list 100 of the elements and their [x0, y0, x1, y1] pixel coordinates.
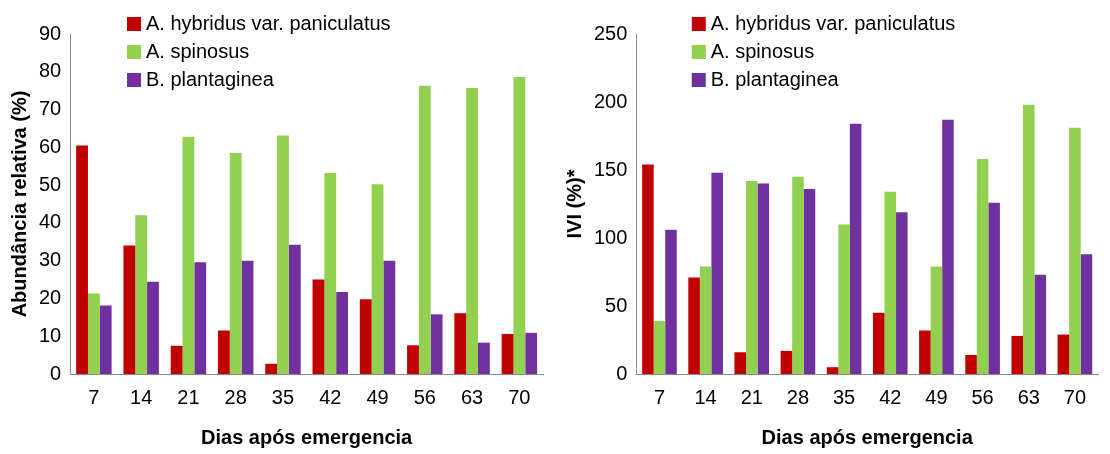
bar [135, 215, 148, 374]
bar [359, 299, 372, 374]
x-tick-label: 49 [925, 385, 948, 408]
y-tick-label: 30 [39, 248, 62, 271]
y-tick-label: 100 [593, 225, 628, 248]
x-tick-label: 63 [1017, 385, 1040, 408]
bar [76, 145, 88, 374]
bar [277, 135, 289, 374]
bar [194, 262, 207, 374]
y-tick-label: 250 [593, 21, 628, 44]
x-tick-label: 7 [88, 385, 100, 408]
bar [371, 184, 384, 374]
y-tick-label: 40 [39, 210, 62, 233]
x-tick-label: 42 [879, 385, 902, 408]
x-tick-label: 42 [319, 385, 342, 408]
x-tick-label: 21 [177, 385, 200, 408]
y-tick-label: 50 [605, 293, 628, 316]
bar [1022, 104, 1035, 374]
bar [826, 367, 839, 374]
bar [734, 352, 747, 374]
bar [653, 320, 666, 374]
bar [1080, 254, 1093, 374]
bar [746, 180, 758, 374]
bar [872, 312, 885, 374]
x-tick-label: 14 [694, 385, 717, 408]
bar [699, 266, 712, 374]
bar [99, 305, 112, 374]
y-tick-label: 90 [39, 21, 62, 44]
y-axis-title: Abundância relativa (%) [7, 90, 30, 318]
bar [288, 244, 301, 374]
x-axis-title: Dias após emergencia [761, 425, 974, 448]
bar [849, 123, 862, 374]
bar [147, 281, 159, 374]
x-tick-label: 21 [740, 385, 763, 408]
bar [665, 229, 677, 374]
bar [688, 277, 700, 374]
legend-label: A. spinosus [145, 39, 250, 62]
legend-label: A. hybridus var. paniculatus [145, 11, 391, 34]
bar [501, 333, 514, 374]
x-tick-label: 56 [413, 385, 436, 408]
bar [780, 350, 793, 374]
bar [988, 202, 1000, 374]
bar [896, 212, 908, 374]
x-tick-label: 7 [653, 385, 666, 408]
y-tick-label: 200 [593, 89, 628, 112]
bar [87, 293, 100, 374]
y-tick-label: 0 [616, 361, 628, 384]
x-tick-label: 35 [271, 385, 295, 408]
bar [324, 173, 337, 374]
bar [407, 345, 419, 374]
bar [383, 260, 396, 374]
bar [123, 245, 136, 374]
y-tick-label: 150 [593, 157, 628, 180]
bar [838, 224, 850, 374]
y-tick-label: 10 [39, 323, 62, 346]
bar [336, 292, 348, 374]
bar [466, 88, 478, 374]
legend-label: B. plantaginea [145, 67, 275, 90]
bar [312, 279, 325, 374]
bar [513, 77, 526, 374]
y-tick-label: 0 [50, 361, 62, 384]
bar [642, 164, 654, 374]
bar [418, 85, 431, 374]
bar [711, 172, 723, 374]
legend-label: A. hybridus var. paniculatus [710, 11, 956, 34]
bar [265, 363, 278, 374]
legend-label: A. spinosus [710, 39, 815, 62]
x-tick-label: 14 [130, 385, 153, 408]
x-tick-label: 28 [224, 385, 247, 408]
bar [1069, 127, 1081, 374]
x-tick-label: 35 [832, 385, 856, 408]
x-tick-label: 70 [508, 385, 531, 408]
bar [757, 183, 770, 374]
x-tick-label: 28 [786, 385, 810, 408]
x-axis-title: Dias após emergencia [201, 425, 414, 448]
y-tick-label: 60 [39, 134, 62, 157]
bar [965, 354, 977, 374]
bar [217, 330, 230, 374]
bar [525, 332, 538, 374]
bar [792, 176, 804, 374]
bar [182, 136, 195, 374]
bar [942, 119, 954, 374]
bar [1057, 334, 1070, 374]
bar [976, 159, 989, 374]
bar [803, 189, 816, 374]
bar [454, 313, 467, 374]
y-axis-title: IVI (%)* [562, 169, 585, 239]
x-tick-label: 63 [460, 385, 484, 408]
legend-label: B. plantaginea [710, 67, 840, 90]
bar [919, 330, 931, 374]
bar [1011, 335, 1023, 374]
y-tick-label: 70 [39, 97, 62, 120]
bar [170, 345, 183, 374]
bar [930, 266, 943, 374]
bar [478, 342, 490, 374]
bar [1034, 274, 1047, 374]
y-tick-label: 80 [39, 59, 62, 82]
bar [241, 260, 254, 374]
x-tick-label: 49 [366, 385, 389, 408]
x-tick-label: 70 [1063, 385, 1087, 408]
